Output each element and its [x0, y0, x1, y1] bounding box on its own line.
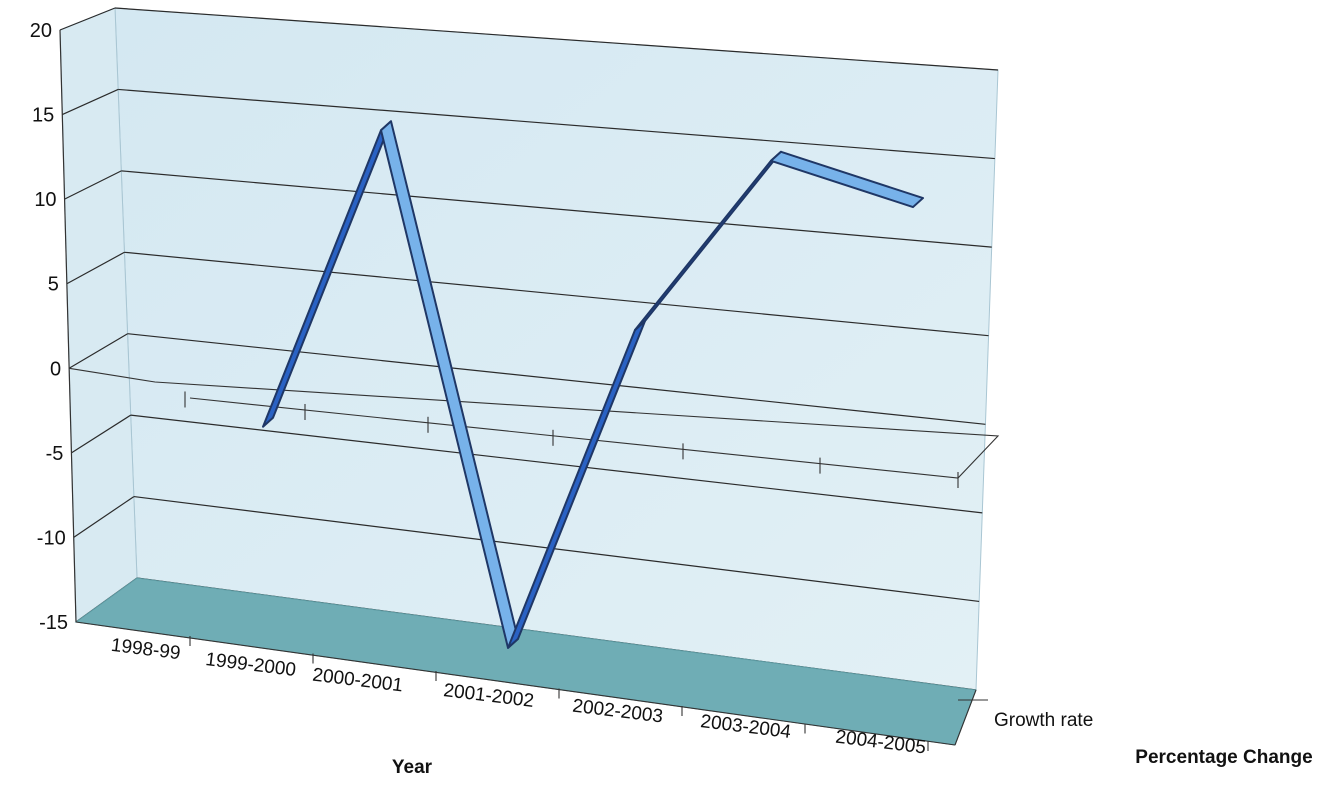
y-tick-label: 0 [50, 358, 61, 380]
x-tick-label: 2001-2002 [442, 680, 535, 712]
series-label: Growth rate [994, 710, 1093, 731]
depth-axis-title: Percentage Change [1135, 747, 1312, 768]
y-tick-label: 15 [32, 105, 54, 127]
x-tick-label: 2000-2001 [311, 665, 404, 697]
y-tick-label: -15 [39, 612, 68, 634]
x-axis-title: Year [392, 757, 433, 778]
y-tick-label: -10 [37, 527, 66, 549]
x-tick-label: 1998-99 [110, 635, 182, 664]
x-tick-label: 1999-2000 [204, 649, 297, 681]
y-tick-label: 20 [30, 20, 52, 42]
y-tick-label: 5 [48, 274, 59, 296]
y-tick-label: -5 [46, 443, 64, 465]
y-tick-label: 10 [34, 189, 56, 211]
